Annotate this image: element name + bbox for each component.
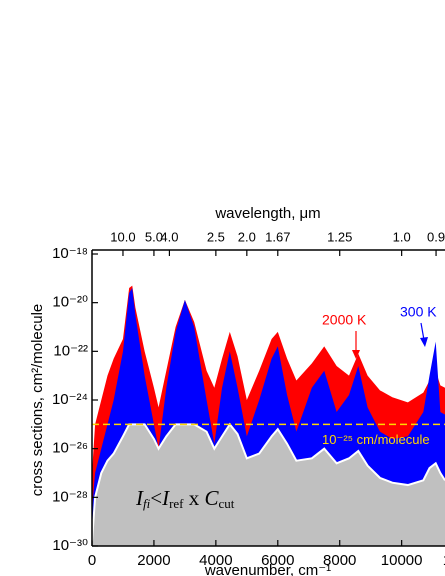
x2-tick-label: 10.0 [110,229,135,244]
y-tick-label: 10⁻²⁶ [52,440,88,457]
arrow-head [352,350,360,359]
x-tick-label: 2000 [137,552,170,569]
x2-tick-label: 2.5 [207,229,225,244]
area [92,424,445,546]
x-axis-label: wavenumber, cm⁻¹ [204,562,331,576]
x-tick-label: 6000 [261,552,294,569]
threshold-label: 10⁻²⁵ cm/molecule [322,432,430,447]
x2-tick-label: 1.67 [265,229,290,244]
x-tick-label: 8000 [323,552,356,569]
series-label: 2000 K [322,312,367,328]
x-tick-label: 0 [88,552,96,569]
series-label: 300 K [400,304,437,320]
cutoff-label-part: I [161,486,170,510]
x2-tick-label: 0.9 [427,229,445,244]
cutoff-label-part: C [205,486,220,510]
y-tick-label: 10⁻²⁰ [52,294,88,311]
x-tick-label: 10000 [381,552,423,569]
cutoff-label: Ifi<Iref x Ccut [135,486,235,511]
y-tick-label: 10⁻²² [53,342,88,359]
x2-tick-label: 2.0 [238,229,256,244]
x2-tick-label: 4.0 [160,229,178,244]
x-tick-label: 4000 [199,552,232,569]
x2-tick-label: 5.0 [145,229,163,244]
cutoff-label-part: fi [143,496,151,511]
x-tick-label: 12000 [443,552,445,569]
x2-tick-label: 1.25 [327,229,352,244]
cutoff-label-part: I [135,486,144,510]
y-axis-label: cross sections, cm²/molecule [29,304,46,497]
x2-tick-label: 1.0 [393,229,411,244]
arrow [420,322,425,341]
arrow-head [420,337,428,347]
y-tick-label: 10⁻²⁸ [52,488,88,505]
y-tick-label: 10⁻²⁴ [52,391,88,408]
y-tick-label: 10⁻¹⁸ [52,245,88,262]
cutoff-label-part: < [150,486,162,510]
cutoff-label-part: ref [169,496,184,511]
cutoff-label-part: x [184,486,205,510]
y-tick-label: 10⁻³⁰ [52,537,88,554]
x2-axis-label: wavelength, μm [214,205,320,222]
cutoff-label-part: cut [219,496,235,511]
